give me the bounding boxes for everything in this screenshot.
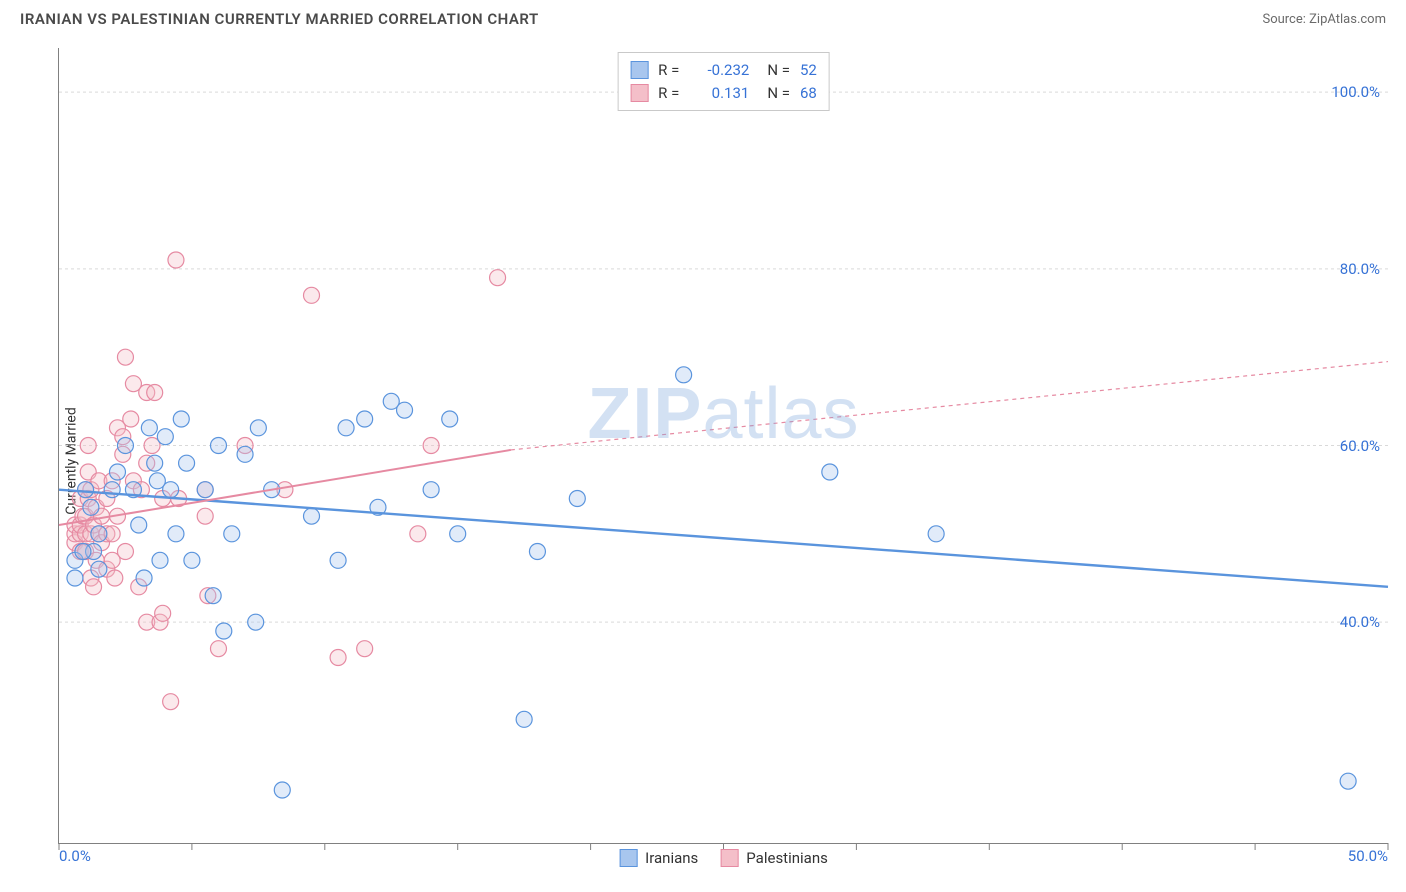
legend-top-row: R = -0.232 N = 52 bbox=[630, 59, 817, 82]
legend-bottom-item: Iranians bbox=[619, 849, 698, 867]
y-tick-label: 80.0% bbox=[1340, 260, 1380, 278]
legend-swatch bbox=[720, 849, 738, 867]
x-tick-label: 0.0% bbox=[59, 847, 91, 865]
legend-n-value: 52 bbox=[800, 59, 817, 82]
legend-r-value: -0.232 bbox=[689, 59, 749, 82]
y-tick-label: 100.0% bbox=[1331, 83, 1380, 101]
legend-r-label: R = bbox=[658, 59, 679, 82]
legend-swatch bbox=[630, 84, 648, 102]
legend-n-value: 68 bbox=[800, 82, 817, 105]
scatter-svg bbox=[59, 48, 1388, 843]
legend-n-label: N = bbox=[767, 59, 790, 82]
legend-r-label: R = bbox=[658, 82, 679, 105]
legend-swatch bbox=[619, 849, 637, 867]
legend-top: R = -0.232 N = 52 R = 0.131 N = 68 bbox=[617, 52, 830, 111]
legend-series-label: Iranians bbox=[645, 849, 698, 867]
plot-area: ZIPatlas R =-0.232N =52R =0.131N =68 Ira… bbox=[58, 48, 1388, 844]
legend-r-value: 0.131 bbox=[689, 82, 749, 105]
legend-series-label: Palestinians bbox=[746, 849, 828, 867]
legend-swatch bbox=[630, 61, 648, 79]
chart-container: Currently Married ZIPatlas R =-0.232N =5… bbox=[48, 48, 1388, 874]
source-prefix: Source: bbox=[1262, 12, 1309, 27]
legend-n-label: N = bbox=[767, 82, 790, 105]
legend-bottom: Iranians Palestinians bbox=[619, 849, 828, 867]
x-tick-label: 50.0% bbox=[1348, 847, 1388, 865]
legend-bottom-item: Palestinians bbox=[720, 849, 828, 867]
y-tick-label: 40.0% bbox=[1340, 613, 1380, 631]
y-tick-label: 60.0% bbox=[1340, 437, 1380, 455]
chart-title: IRANIAN VS PALESTINIAN CURRENTLY MARRIED… bbox=[20, 10, 539, 28]
header-bar: IRANIAN VS PALESTINIAN CURRENTLY MARRIED… bbox=[0, 0, 1406, 34]
legend-top-row: R = 0.131 N = 68 bbox=[630, 82, 817, 105]
source-label: Source: ZipAtlas.com bbox=[1262, 12, 1386, 27]
source-name: ZipAtlas.com bbox=[1309, 12, 1386, 27]
